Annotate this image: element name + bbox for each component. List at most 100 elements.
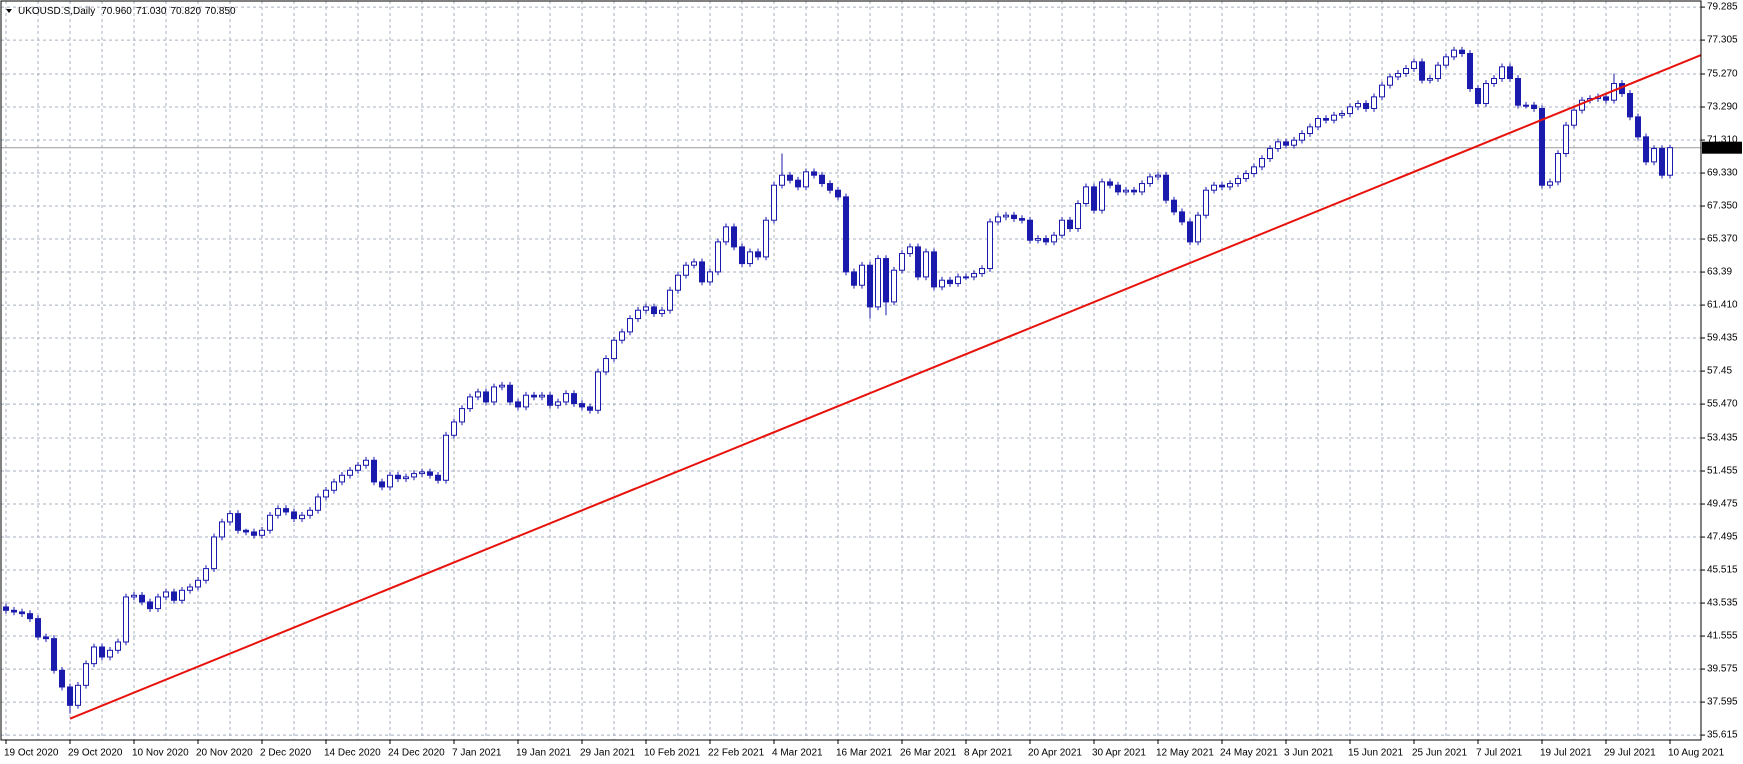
candle-body bbox=[643, 306, 649, 311]
candle-body bbox=[1243, 173, 1249, 180]
candle-body bbox=[1107, 181, 1113, 186]
candle-body bbox=[1083, 186, 1089, 205]
candle-body bbox=[667, 289, 673, 311]
x-tick-label: 26 Mar 2021 bbox=[900, 748, 957, 759]
x-tick-label: 14 Dec 2020 bbox=[324, 748, 381, 759]
candle-body bbox=[323, 489, 329, 498]
y-tick-label: 41.555 bbox=[1707, 631, 1738, 642]
candle-body bbox=[571, 393, 577, 405]
y-tick-label: 65.370 bbox=[1707, 234, 1738, 245]
candle-body bbox=[355, 464, 361, 471]
y-tick-label: 39.575 bbox=[1707, 664, 1738, 675]
candle-body bbox=[515, 401, 521, 408]
x-tick-label: 15 Jun 2021 bbox=[1348, 748, 1403, 759]
candle-body bbox=[707, 271, 713, 283]
candle-body bbox=[995, 216, 1001, 223]
candle-body bbox=[875, 258, 881, 308]
candle-body bbox=[835, 189, 841, 198]
candle-body bbox=[1163, 174, 1169, 201]
candle-body bbox=[611, 339, 617, 360]
y-tick-label: 59.435 bbox=[1707, 333, 1738, 344]
candle-body bbox=[1659, 148, 1665, 176]
x-tick-label: 2 Dec 2020 bbox=[260, 748, 312, 759]
candle-body bbox=[1027, 219, 1033, 241]
candle-body bbox=[1371, 96, 1377, 110]
candle-body bbox=[1379, 84, 1385, 98]
candle-body bbox=[955, 276, 961, 285]
candle-body bbox=[187, 586, 193, 591]
y-tick-label: 43.535 bbox=[1707, 598, 1738, 609]
x-tick-label: 12 May 2021 bbox=[1156, 748, 1214, 759]
candle-body bbox=[1035, 238, 1041, 241]
y-tick-label: 71.310 bbox=[1707, 135, 1738, 146]
candle-body bbox=[1547, 181, 1553, 186]
candle-body bbox=[483, 391, 489, 403]
candle-body bbox=[1171, 199, 1177, 213]
candle-body bbox=[395, 474, 401, 480]
candle-body bbox=[1643, 136, 1649, 163]
candle-body bbox=[275, 508, 281, 516]
candle-body bbox=[1483, 83, 1489, 105]
candle-body bbox=[1523, 104, 1529, 107]
candle-body bbox=[1043, 238, 1049, 243]
candle-body bbox=[1219, 184, 1225, 188]
trendline bbox=[69, 54, 1702, 720]
candle-body bbox=[307, 509, 313, 516]
y-tick-label: 61.410 bbox=[1707, 300, 1738, 311]
candle-body bbox=[843, 196, 849, 273]
candle-body bbox=[475, 391, 481, 398]
x-tick-label: 24 May 2021 bbox=[1220, 748, 1278, 759]
candle-body bbox=[211, 536, 217, 570]
candle-body bbox=[67, 686, 73, 706]
candle-body bbox=[1323, 118, 1329, 121]
candle-body bbox=[819, 174, 825, 185]
x-tick-label: 20 Nov 2020 bbox=[196, 748, 253, 759]
candle-body bbox=[675, 274, 681, 291]
candle-body bbox=[1451, 49, 1457, 58]
candle-body bbox=[1635, 116, 1641, 138]
candle-body bbox=[1179, 211, 1185, 223]
candle-body bbox=[651, 306, 657, 315]
y-tick-label: 45.515 bbox=[1707, 565, 1738, 576]
x-tick-label: 10 Nov 2020 bbox=[132, 748, 189, 759]
y-tick-label: 47.495 bbox=[1707, 532, 1738, 543]
candle-body bbox=[1139, 183, 1145, 193]
candle-body bbox=[979, 268, 985, 275]
candle-body bbox=[1187, 221, 1193, 243]
candle-body bbox=[491, 386, 497, 403]
ohlc-high: 71.030 bbox=[136, 6, 167, 17]
candle-body bbox=[883, 258, 889, 303]
x-tick-label: 30 Apr 2021 bbox=[1092, 748, 1146, 759]
candle-body bbox=[123, 596, 129, 643]
candle-body bbox=[603, 358, 609, 373]
y-tick-label: 67.350 bbox=[1707, 201, 1738, 212]
candle-body bbox=[731, 226, 737, 248]
candle-body bbox=[1491, 78, 1497, 85]
y-tick-label: 49.475 bbox=[1707, 499, 1738, 510]
candle-body bbox=[1515, 78, 1521, 106]
candle-body bbox=[1275, 141, 1281, 150]
y-tick-label: 69.330 bbox=[1707, 168, 1738, 179]
candle-body bbox=[1603, 96, 1609, 101]
plot-frame bbox=[0, 0, 1702, 741]
candle-body bbox=[1291, 139, 1297, 146]
candle-body bbox=[291, 511, 297, 520]
x-tick-label: 29 Jul 2021 bbox=[1604, 748, 1656, 759]
candle-body bbox=[371, 459, 377, 483]
candle-body bbox=[851, 271, 857, 286]
x-tick-label: 10 Aug 2021 bbox=[1668, 748, 1725, 759]
candle-body bbox=[363, 459, 369, 466]
menu-arrow[interactable] bbox=[6, 9, 12, 13]
candle-body bbox=[331, 481, 337, 491]
candle-body bbox=[1475, 88, 1481, 105]
candle-body bbox=[11, 609, 17, 613]
candle-body bbox=[1115, 184, 1121, 193]
candle-body bbox=[59, 669, 65, 688]
candle-body bbox=[1403, 68, 1409, 75]
candle-body bbox=[1355, 103, 1361, 108]
y-tick-label: 37.595 bbox=[1707, 697, 1738, 708]
x-tick-label: 29 Jan 2021 bbox=[580, 748, 635, 759]
candle-body bbox=[163, 591, 169, 598]
